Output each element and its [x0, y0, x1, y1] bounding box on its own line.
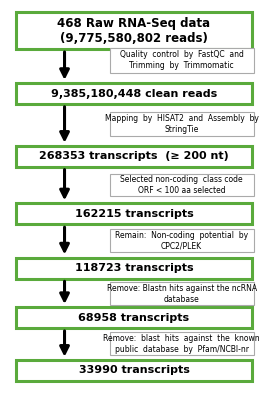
Text: 118723 transcripts: 118723 transcripts: [75, 263, 193, 273]
FancyBboxPatch shape: [110, 174, 254, 196]
Text: Remove: Blastn hits against the ncRNA
database: Remove: Blastn hits against the ncRNA da…: [107, 284, 257, 304]
Text: 9,385,180,448 clean reads: 9,385,180,448 clean reads: [51, 88, 217, 98]
Text: 68958 transcripts: 68958 transcripts: [79, 313, 189, 323]
Text: 162215 transcripts: 162215 transcripts: [75, 209, 193, 219]
FancyBboxPatch shape: [110, 282, 254, 305]
Text: Quality  control  by  FastQC  and
Trimming  by  Trimmomatic: Quality control by FastQC and Trimming b…: [120, 50, 244, 70]
FancyBboxPatch shape: [110, 332, 254, 355]
Text: 268353 transcripts  (≥ 200 nt): 268353 transcripts (≥ 200 nt): [39, 151, 229, 161]
Text: 468 Raw RNA-Seq data
(9,775,580,802 reads): 468 Raw RNA-Seq data (9,775,580,802 read…: [57, 17, 211, 45]
FancyBboxPatch shape: [16, 258, 252, 278]
FancyBboxPatch shape: [16, 83, 252, 104]
Text: Remain:  Non-coding  potential  by
CPC2/PLEK: Remain: Non-coding potential by CPC2/PLE…: [115, 231, 248, 251]
FancyBboxPatch shape: [110, 112, 254, 136]
FancyBboxPatch shape: [16, 360, 252, 381]
Text: Mapping  by  HISAT2  and  Assembly  by
StringTie: Mapping by HISAT2 and Assembly by String…: [105, 114, 259, 134]
Text: 33990 transcripts: 33990 transcripts: [79, 365, 189, 375]
FancyBboxPatch shape: [16, 12, 252, 49]
FancyBboxPatch shape: [110, 48, 254, 72]
FancyBboxPatch shape: [16, 307, 252, 328]
Text: Remove:  blast  hits  against  the  known
public  database  by  Pfam/NCBI-nr: Remove: blast hits against the known pub…: [103, 334, 260, 354]
FancyBboxPatch shape: [110, 230, 254, 252]
FancyBboxPatch shape: [16, 204, 252, 224]
Text: Selected non-coding  class code
ORF < 100 aa selected: Selected non-coding class code ORF < 100…: [120, 175, 243, 195]
FancyBboxPatch shape: [16, 146, 252, 167]
